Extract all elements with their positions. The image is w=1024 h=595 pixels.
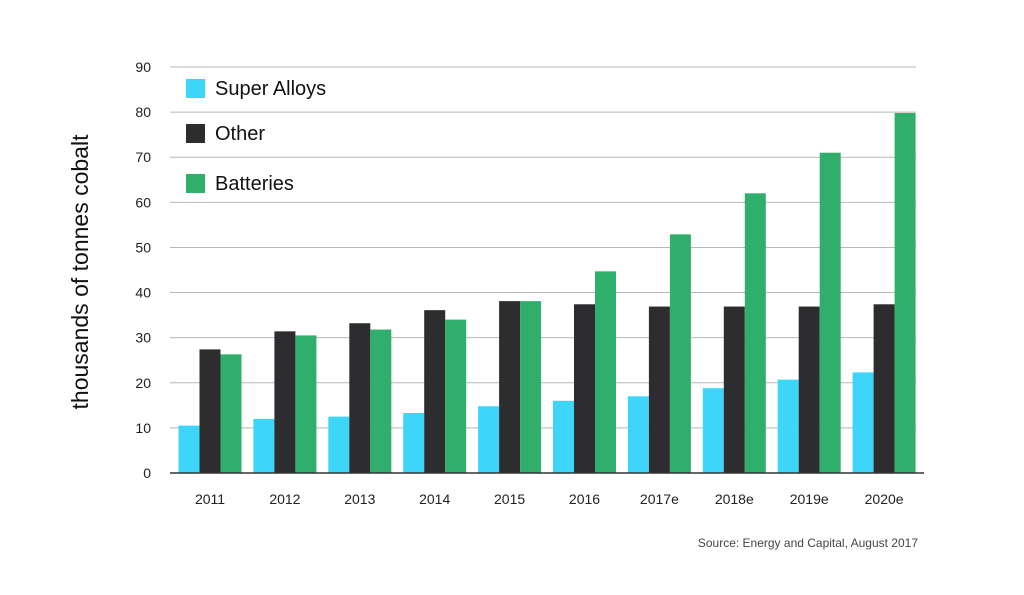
x-tick-label: 2011 [195, 491, 225, 507]
bar-super-alloys [702, 388, 724, 473]
bar-batteries [819, 152, 841, 473]
y-tick-label: 40 [135, 285, 151, 301]
y-tick-label: 90 [135, 59, 151, 75]
bar-other [424, 310, 446, 473]
bars [178, 113, 916, 474]
bar-batteries [894, 113, 916, 473]
bar-batteries [220, 354, 242, 473]
bar-other [499, 301, 521, 473]
legend-label: Other [215, 123, 265, 145]
legend-swatch [186, 124, 205, 143]
bar-other [574, 304, 595, 473]
bar-super-alloys [253, 418, 275, 473]
bar-batteries [445, 319, 467, 473]
x-tick-label: 2014 [419, 491, 450, 507]
bar-other [274, 331, 296, 473]
bar-batteries [370, 329, 392, 473]
bar-super-alloys [777, 379, 799, 473]
y-tick-label: 20 [135, 375, 151, 391]
bar-super-alloys [553, 400, 574, 473]
y-tick-label: 0 [143, 465, 151, 481]
y-axis-ticks: 0 10 20 30 40 50 60 70 80 90 [135, 59, 151, 481]
legend-swatch [186, 174, 205, 193]
bar-batteries [669, 234, 691, 473]
y-tick-label: 80 [135, 104, 151, 120]
x-tick-label: 2013 [344, 491, 375, 507]
y-axis-title: thousands of tonnes cobalt [67, 134, 93, 410]
legend-label: Batteries [215, 173, 294, 195]
bar-super-alloys [328, 416, 350, 473]
x-tick-label: 2016 [569, 491, 600, 507]
x-tick-label: 2020e [865, 491, 904, 507]
bar-batteries [520, 301, 542, 473]
y-tick-label: 70 [135, 149, 151, 165]
legend: Super Alloys Other Batteries [186, 78, 326, 195]
bar-other [723, 306, 745, 473]
source-note: Source: Energy and Capital, August 2017 [698, 536, 918, 550]
legend-label: Super Alloys [215, 78, 326, 100]
y-tick-label: 50 [135, 239, 151, 255]
bar-batteries [595, 271, 616, 473]
bar-super-alloys [478, 406, 500, 473]
x-tick-label: 2012 [269, 491, 300, 507]
bar-super-alloys [403, 413, 425, 473]
x-tick-label: 2017e [640, 491, 679, 507]
bar-super-alloys [852, 372, 874, 473]
x-tick-label: 2019e [790, 491, 829, 507]
bar-other [648, 306, 670, 473]
bar-super-alloys [627, 396, 649, 473]
x-tick-label: 2015 [494, 491, 525, 507]
bar-other [349, 323, 371, 473]
y-tick-label: 60 [135, 194, 151, 210]
legend-swatch [186, 79, 205, 98]
y-tick-label: 10 [135, 420, 151, 436]
x-axis-ticks: 2011 2012 2013 2014 2015 2016 2017e 2018e 2019e 2… [195, 491, 904, 507]
x-tick-label: 2018e [715, 491, 754, 507]
bar-batteries [295, 335, 317, 473]
y-tick-label: 30 [135, 330, 151, 346]
bar-super-alloys [178, 425, 200, 473]
bar-batteries [744, 193, 766, 474]
bar-other [798, 306, 820, 473]
bar-other [199, 349, 221, 473]
bar-other [873, 304, 895, 473]
